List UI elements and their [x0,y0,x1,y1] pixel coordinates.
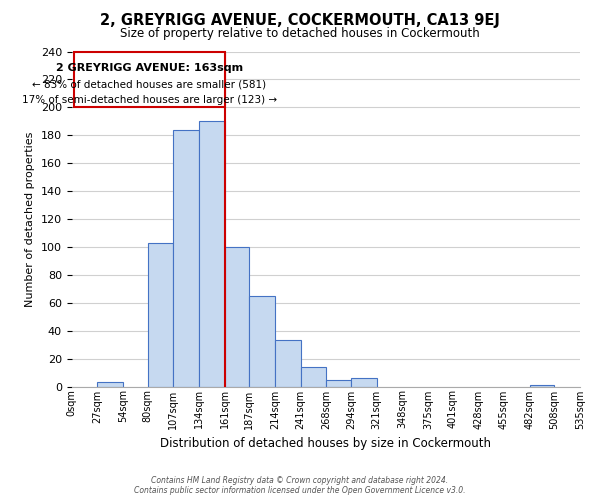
Bar [326,380,351,386]
Bar [224,247,250,386]
Bar [199,122,224,386]
Text: Contains HM Land Registry data © Crown copyright and database right 2024.
Contai: Contains HM Land Registry data © Crown c… [134,476,466,495]
Bar [275,340,301,386]
Y-axis label: Number of detached properties: Number of detached properties [25,132,35,306]
Text: 2 GREYRIGG AVENUE: 163sqm: 2 GREYRIGG AVENUE: 163sqm [56,62,243,72]
Bar [148,242,173,386]
Bar [173,130,199,386]
Text: Size of property relative to detached houses in Cockermouth: Size of property relative to detached ho… [120,28,480,40]
Bar [351,378,377,386]
Bar [301,367,326,386]
Bar [97,382,123,386]
Text: 17% of semi-detached houses are larger (123) →: 17% of semi-detached houses are larger (… [22,95,277,105]
Bar [74,52,224,108]
Bar [250,296,275,386]
Bar [530,385,554,386]
Text: ← 83% of detached houses are smaller (581): ← 83% of detached houses are smaller (58… [32,80,266,90]
X-axis label: Distribution of detached houses by size in Cockermouth: Distribution of detached houses by size … [160,437,491,450]
Text: 2, GREYRIGG AVENUE, COCKERMOUTH, CA13 9EJ: 2, GREYRIGG AVENUE, COCKERMOUTH, CA13 9E… [100,12,500,28]
